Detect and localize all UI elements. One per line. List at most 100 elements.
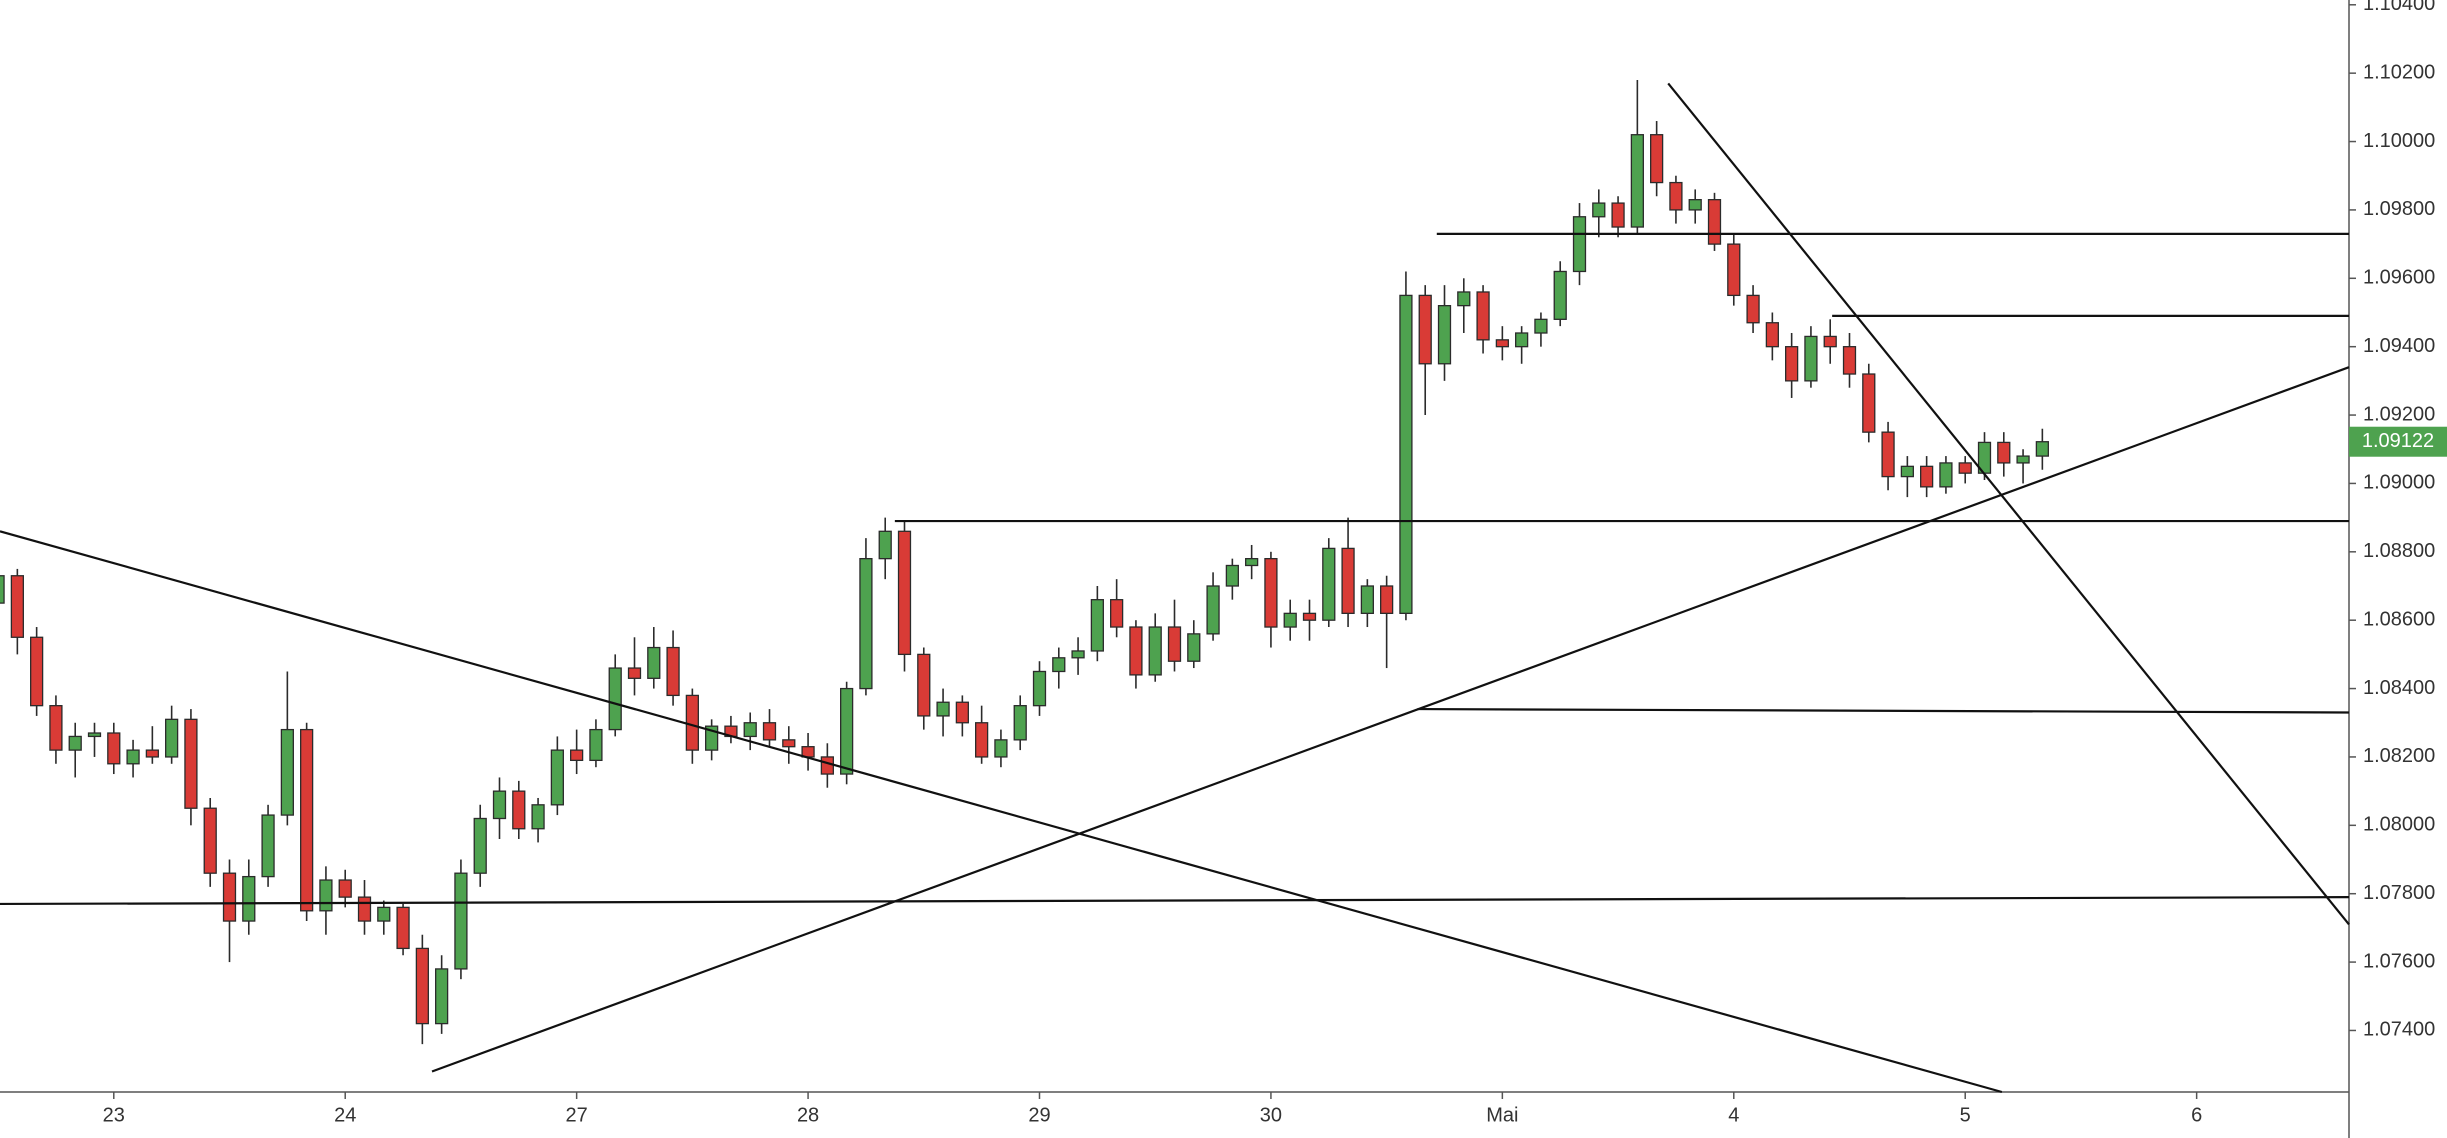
candle-body	[1765, 322, 1779, 348]
candle-body	[897, 530, 912, 656]
candle-body	[608, 667, 622, 731]
last-price-tag	[2349, 426, 2447, 457]
candle-body	[1322, 547, 1336, 621]
candle-body	[1997, 441, 2011, 464]
x-tick-label: 30	[1260, 1104, 1282, 1126]
y-tick-label: 1.09600	[2363, 267, 2435, 289]
candle-body	[743, 722, 757, 738]
y-tick-label: 1.08400	[2363, 677, 2435, 699]
x-tick-label: 27	[566, 1104, 588, 1126]
candle-body	[1939, 462, 1953, 488]
candle-body	[1804, 335, 1818, 382]
candle-body	[1611, 202, 1625, 228]
candle-body	[955, 701, 969, 724]
candle-body	[1148, 626, 1162, 676]
candle-body	[1013, 705, 1027, 741]
x-tick-label: 6	[2191, 1104, 2202, 1126]
candle-body	[107, 732, 121, 765]
candle-body	[1437, 305, 1452, 365]
trend-line	[431, 366, 2350, 1073]
trend-line	[1667, 82, 2350, 926]
candle-body	[1399, 294, 1413, 615]
candle-body	[1823, 335, 1837, 348]
candle-body	[280, 728, 294, 816]
y-tick-label: 1.09000	[2363, 472, 2435, 494]
y-tick-label: 1.09800	[2363, 198, 2435, 220]
candle-body	[820, 756, 834, 775]
candle-body	[1572, 216, 1587, 273]
candle-body	[647, 646, 661, 679]
candle-body	[184, 718, 198, 809]
candle-body	[1881, 431, 1895, 478]
candle-body	[1727, 243, 1741, 297]
candle-body	[1418, 294, 1432, 365]
candle-body	[126, 749, 140, 765]
candle-body	[1842, 346, 1857, 375]
candle-body	[1553, 270, 1567, 320]
y-tick-label: 1.07800	[2363, 882, 2435, 904]
candle-body	[1515, 332, 1529, 348]
candle-body	[473, 817, 487, 874]
candle-body	[2035, 441, 2049, 457]
candle-body	[415, 947, 429, 1025]
candle-body	[435, 968, 449, 1025]
candle-body	[878, 530, 892, 560]
candle-body	[840, 687, 854, 775]
candle-body	[859, 557, 873, 690]
y-tick-label: 1.07600	[2363, 950, 2435, 972]
candle-body	[1090, 599, 1104, 652]
candle-body	[705, 725, 719, 751]
candle-body	[454, 872, 468, 970]
trend-line	[0, 530, 2003, 1094]
candle-body	[1900, 465, 1914, 478]
candle-body	[1245, 557, 1259, 567]
candle-body	[627, 667, 642, 679]
candle-body	[145, 749, 159, 758]
candle-body	[1920, 465, 1934, 488]
candle-body	[1630, 134, 1644, 228]
candle-body	[1341, 547, 1355, 615]
candle-body	[1495, 339, 1509, 348]
trend-line	[0, 896, 2350, 906]
candle-body	[1110, 599, 1124, 628]
candle-body	[357, 896, 372, 922]
x-tick-label: 5	[1960, 1104, 1971, 1126]
candle-body	[1032, 670, 1047, 707]
candle-body	[975, 722, 989, 758]
candle-body	[87, 732, 102, 738]
candle-body	[1264, 557, 1278, 628]
candle-body	[1360, 585, 1374, 615]
candle-body	[492, 790, 507, 820]
candle-body	[319, 879, 333, 912]
candle-body	[550, 749, 564, 806]
x-tick-label: 23	[103, 1104, 125, 1126]
y-tick-label: 1.09200	[2363, 403, 2435, 425]
candle-body	[2016, 455, 2030, 464]
y-tick-label: 1.08600	[2363, 608, 2435, 630]
candle-body	[1283, 612, 1297, 628]
y-tick-label: 1.10000	[2363, 130, 2435, 152]
candle-body	[30, 636, 44, 707]
candle-body	[1958, 462, 1972, 474]
candle-body	[10, 575, 24, 638]
y-tick-label: 1.10400	[2363, 0, 2435, 15]
candle-body	[589, 728, 603, 762]
candle-body	[1380, 585, 1394, 615]
y-tick-label: 1.07400	[2363, 1019, 2435, 1041]
candle-body	[1785, 346, 1799, 382]
candle-body	[203, 807, 217, 874]
candle-body	[68, 735, 82, 751]
candle-body	[936, 701, 950, 717]
candle-body	[1187, 633, 1201, 662]
y-tick-label: 1.10200	[2363, 61, 2435, 83]
candle-body	[782, 739, 796, 748]
candle-body	[1167, 626, 1182, 662]
candle-body	[1592, 202, 1606, 218]
candle-body	[666, 646, 680, 697]
candle-body	[242, 875, 256, 922]
candle-body	[0, 575, 5, 604]
candle-body	[570, 749, 584, 762]
